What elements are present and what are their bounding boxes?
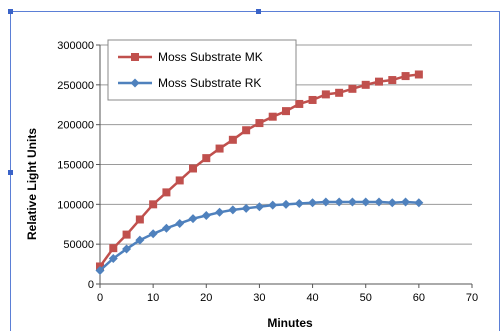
series-moss-substrate-rk <box>95 197 424 275</box>
legend: Moss Substrate MK Moss Substrate RK <box>107 39 297 101</box>
data-point <box>241 203 251 213</box>
data-point <box>109 244 118 253</box>
x-tick-label: 60 <box>413 292 425 304</box>
data-point <box>175 176 184 185</box>
x-tick-label: 30 <box>253 292 265 304</box>
series-moss-substrate-mk <box>96 70 423 271</box>
data-point <box>162 188 171 197</box>
data-point <box>95 265 105 275</box>
data-point <box>308 95 317 104</box>
data-point <box>334 197 344 207</box>
y-tick-label: 250000 <box>57 80 94 92</box>
x-tick-label: 0 <box>97 292 103 304</box>
y-tick-label: 150000 <box>57 160 94 172</box>
data-point <box>374 197 384 207</box>
data-point <box>148 229 158 239</box>
data-point <box>282 107 290 116</box>
data-point <box>254 202 264 212</box>
y-tick-label: 300000 <box>57 40 94 52</box>
legend-marker <box>130 78 140 88</box>
data-point <box>375 77 383 86</box>
x-axis-ticks: 0 10 20 30 40 50 60 70 <box>97 284 478 304</box>
data-point <box>295 99 304 108</box>
data-point <box>161 223 171 233</box>
legend-box <box>107 39 297 101</box>
data-point <box>215 207 225 217</box>
y-tick-label: 200000 <box>57 120 94 132</box>
x-tick-label: 20 <box>200 292 212 304</box>
x-tick-label: 70 <box>466 292 478 304</box>
y-tick-label: 100000 <box>57 199 94 211</box>
data-point <box>215 144 224 153</box>
data-point <box>122 244 132 254</box>
legend-item: Moss Substrate MK <box>118 50 263 64</box>
data-point <box>401 72 410 81</box>
data-point <box>401 197 411 207</box>
data-point <box>122 230 131 239</box>
data-point <box>188 214 198 224</box>
y-axis-title: Relative Light Units <box>25 128 39 240</box>
x-axis-title: Minutes <box>267 316 313 330</box>
data-point <box>414 198 424 208</box>
data-point <box>135 235 145 245</box>
data-point <box>294 199 304 209</box>
data-point <box>321 197 331 207</box>
data-point <box>175 218 185 228</box>
data-point <box>201 210 211 220</box>
data-point <box>387 198 397 208</box>
data-point <box>255 119 264 128</box>
legend-label: Moss Substrate RK <box>158 76 261 90</box>
data-point <box>228 205 238 215</box>
x-tick-label: 50 <box>360 292 372 304</box>
data-point <box>108 254 118 264</box>
legend-item: Moss Substrate RK <box>118 76 261 90</box>
data-point <box>308 198 318 208</box>
data-point <box>335 88 344 97</box>
selection-handle-topleft[interactable] <box>8 9 13 14</box>
data-point <box>281 199 291 209</box>
data-point <box>135 215 144 224</box>
data-point <box>189 164 197 173</box>
series-layer <box>95 70 424 275</box>
y-axis-ticks: 0 50000 100000 150000 200000 250000 300000 <box>57 40 100 291</box>
x-tick-label: 10 <box>147 292 159 304</box>
y-tick-label: 50000 <box>63 239 94 251</box>
data-point <box>228 135 237 144</box>
data-point <box>149 200 158 209</box>
data-point <box>268 200 278 210</box>
legend-label: Moss Substrate MK <box>158 50 263 64</box>
data-point <box>268 112 277 121</box>
selection-handle-left[interactable] <box>8 170 13 175</box>
data-point <box>321 90 330 99</box>
data-point <box>202 154 211 163</box>
y-tick-label: 0 <box>88 279 94 291</box>
selection-handle-top[interactable] <box>256 9 261 14</box>
data-point <box>414 70 423 79</box>
x-tick-label: 40 <box>306 292 318 304</box>
data-point <box>361 80 370 89</box>
data-point <box>361 197 371 207</box>
legend-marker <box>131 53 139 61</box>
data-point <box>348 84 357 93</box>
data-point <box>347 197 357 207</box>
data-point <box>388 76 397 85</box>
data-point <box>242 126 251 135</box>
